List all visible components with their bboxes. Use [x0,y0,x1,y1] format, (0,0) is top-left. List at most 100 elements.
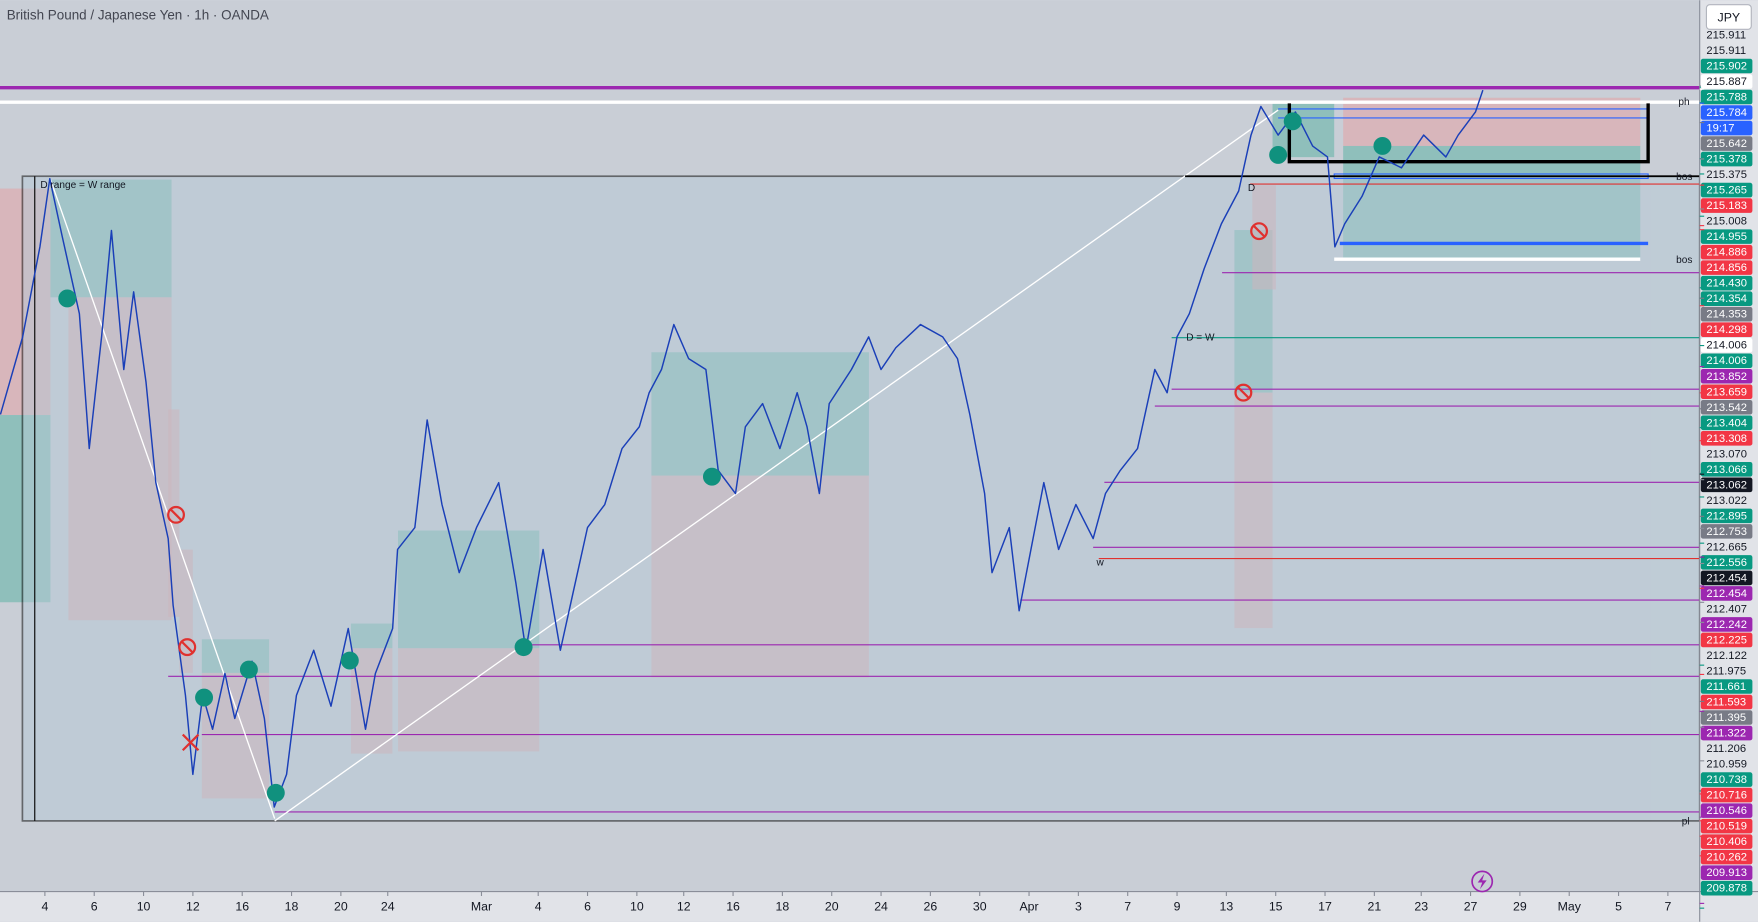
price-badge [1700,353,1753,369]
drawings [0,85,1700,822]
price-label: 215.375 [1706,169,1747,181]
price-label: 209.913 [1706,867,1747,879]
alert-icon[interactable] [1471,870,1494,893]
annotation: D [1248,183,1255,194]
price-label: 210.738 [1706,774,1747,786]
price-label: 214.955 [1706,231,1747,243]
price-label: 215.642 [1706,138,1747,150]
x-tick-label: 3 [1075,899,1082,913]
x-tick-label: 23 [1414,899,1428,913]
x-tick-label: 29 [1513,899,1527,913]
price-label: 19:17 [1706,123,1734,135]
x-tick-label: Apr [1019,899,1038,913]
price-badge [1700,229,1753,244]
currency-label[interactable]: JPY [1718,10,1741,24]
price-badge [1700,586,1753,601]
trade-marker [1283,112,1302,131]
x-tick-label: 30 [973,899,987,913]
price-badge [1700,322,1753,337]
price-badge [1700,431,1753,446]
price-badge [1700,89,1753,105]
no-entry-marker [167,505,185,524]
price-label: 215.788 [1706,92,1747,104]
zone [1343,97,1641,146]
price-label: 209.878 [1706,883,1747,895]
x-tick-label: 20 [825,899,839,913]
price-badge [1700,136,1753,151]
price-label: 215.183 [1706,200,1747,212]
price-badge [1700,306,1753,322]
price-badge [1700,880,1753,896]
price-label: 213.659 [1706,386,1747,398]
price-badge [1700,151,1753,167]
x-tick-label: 24 [381,899,395,913]
price-badge [1700,260,1753,275]
x-tick-label: 6 [584,899,591,913]
price-label: 211.395 [1706,712,1746,724]
price-badge [1700,772,1753,787]
x-tick-label: 5 [1615,899,1622,913]
x-tick-label: 10 [630,899,644,913]
x-tick-label: 7 [1664,899,1671,913]
x-tick-label: 16 [235,899,249,913]
price-label: 215.902 [1706,61,1747,73]
price-label: 212.665 [1706,541,1747,553]
price-label: 214.430 [1706,278,1747,290]
trade-marker [266,783,285,802]
x-tick-label: 4 [535,899,542,913]
x-tick-label: 13 [1220,899,1234,913]
no-entry-slash [169,508,183,522]
price-label: 210.262 [1706,852,1747,864]
range-bracket [1287,103,1650,164]
alert-bolt [1477,873,1487,890]
price-label: 213.022 [1706,495,1747,507]
price-label: 211.206 [1706,743,1746,755]
currency-button[interactable] [1705,4,1752,30]
x-tick-label: 17 [1318,899,1332,913]
x-tick-label: 15 [1269,899,1283,913]
price-label: 213.852 [1706,371,1747,383]
x-tick-label: 10 [137,899,151,913]
price-label: 214.886 [1706,247,1747,259]
price-label: 212.122 [1706,650,1747,662]
price-badge [1700,244,1753,260]
price-label: 213.062 [1706,479,1747,491]
x-tick-label: 4 [41,899,48,913]
price-label: 214.354 [1706,293,1747,305]
price-badge [1700,787,1753,803]
trade-marker [58,289,77,308]
price-badge [1700,462,1753,477]
price-label: 210.519 [1706,821,1747,833]
time-axis [0,891,1700,922]
price-label: 212.556 [1706,557,1747,569]
price-badge [1700,415,1753,431]
price-badge [1700,198,1753,213]
trade-marker [702,467,721,486]
trade-marker [340,651,359,670]
x-tick-label: 18 [776,899,790,913]
x-tick-label: 20 [334,899,348,913]
price-label: 215.784 [1706,107,1747,119]
no-entry-slash [180,640,194,654]
no-entry-marker [178,638,197,657]
price-label: 211.661 [1706,681,1746,693]
price-badge [1700,182,1753,198]
price-badge [1700,275,1753,291]
price-label: 212.454 [1706,588,1747,600]
price-label: 212.242 [1706,619,1747,631]
price-badge [1700,849,1753,865]
no-entry-slash [1252,224,1266,238]
x-tick-label: 26 [924,899,938,913]
trade-marker [1269,145,1288,164]
price-badge [1700,508,1753,524]
x-tick-label: 16 [726,899,740,913]
chart-title: British Pound / Japanese Yen · 1h · OAND… [7,7,269,22]
markers: D range = W range bos bos pl D = W w Dph [40,97,1692,828]
x-tick-label: 7 [1124,899,1131,913]
price-badge [1700,694,1753,710]
price-label: 214.856 [1706,262,1747,274]
price-label: 212.225 [1706,634,1747,646]
price-label: 212.407 [1706,603,1747,615]
price-label: 213.070 [1706,448,1747,460]
price-label: 212.753 [1706,526,1747,538]
